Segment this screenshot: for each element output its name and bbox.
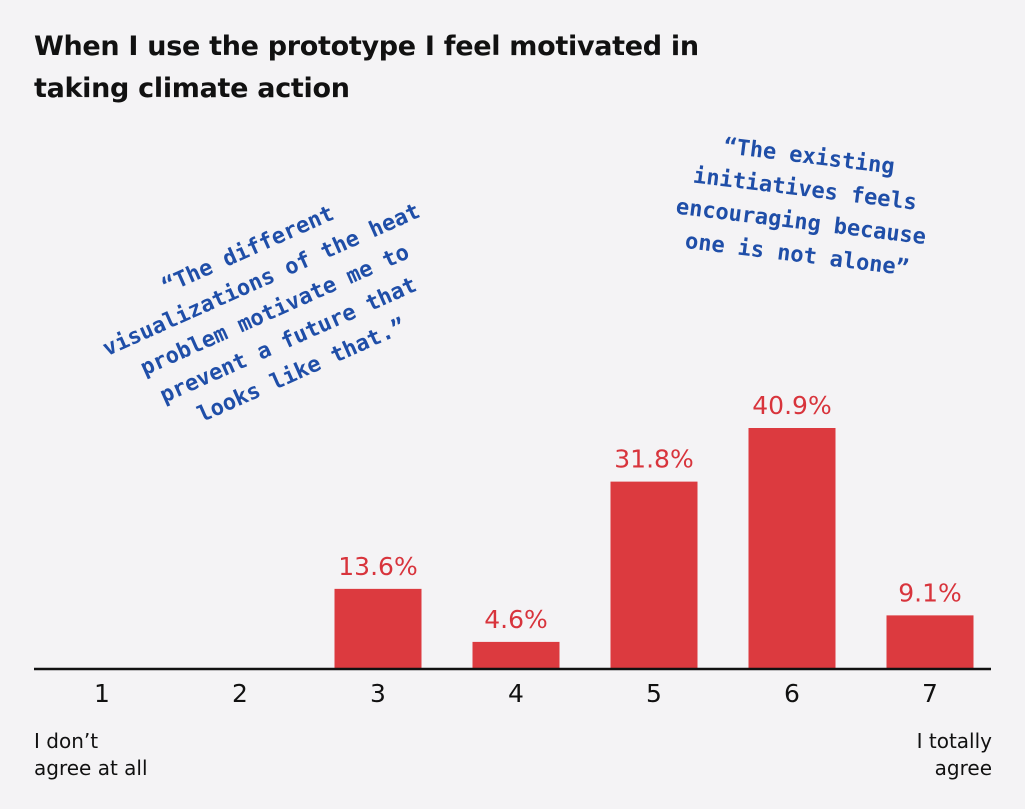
data-label-7: 9.1% xyxy=(898,578,962,607)
bar-3 xyxy=(334,588,422,669)
bar-6 xyxy=(748,428,836,669)
x-tick-label-2: 2 xyxy=(232,679,248,708)
bar-7 xyxy=(886,615,974,669)
x-tick-label-5: 5 xyxy=(646,679,662,708)
data-label-5: 31.8% xyxy=(614,445,693,474)
x-tick-label-1: 1 xyxy=(94,679,110,708)
data-label-6: 40.9% xyxy=(752,391,831,420)
chart-title: When I use the prototype I feel motivate… xyxy=(34,31,699,104)
scale-label-agree: I totally agree xyxy=(792,728,992,782)
scale-label-disagree: I don’t agree at all xyxy=(34,728,234,782)
x-tick-label-6: 6 xyxy=(784,679,800,708)
data-label-3: 13.6% xyxy=(338,552,417,581)
bar-5 xyxy=(610,481,698,669)
x-tick-label-7: 7 xyxy=(922,679,938,708)
scale-label-disagree-text: I don’t agree at all xyxy=(34,729,148,780)
data-label-4: 4.6% xyxy=(484,605,548,634)
scale-label-agree-text: I totally agree xyxy=(916,729,992,780)
x-tick-label-4: 4 xyxy=(508,679,524,708)
bar-4 xyxy=(472,641,560,669)
x-tick-label-3: 3 xyxy=(370,679,386,708)
